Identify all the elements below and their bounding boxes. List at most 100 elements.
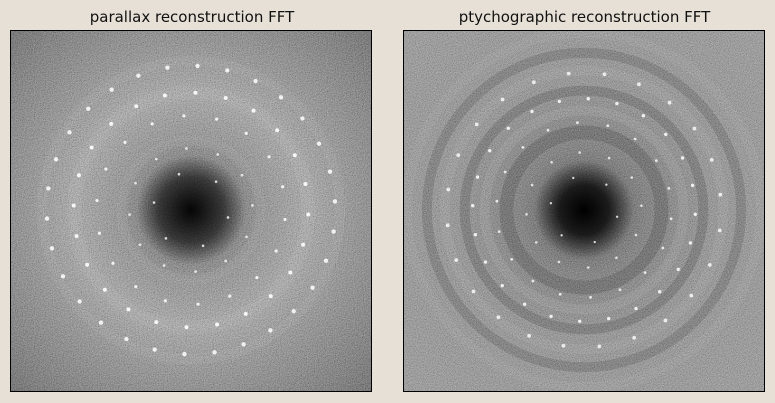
- diffraction-spot: [503, 170, 507, 174]
- diffraction-spot: [303, 181, 308, 186]
- diffraction-spot: [471, 289, 476, 294]
- diffraction-spot: [606, 316, 611, 321]
- diffraction-spot: [632, 335, 637, 340]
- diffraction-spot: [688, 241, 693, 245]
- diffraction-spot: [693, 212, 697, 216]
- diffraction-spot: [109, 121, 114, 126]
- diffraction-spot: [534, 241, 538, 244]
- diffraction-spot: [102, 287, 107, 292]
- diffraction-spot: [530, 109, 534, 114]
- diffraction-spot: [152, 201, 156, 204]
- diffraction-spot: [331, 229, 336, 234]
- diffraction-spot: [138, 243, 142, 247]
- diffraction-spot: [578, 151, 582, 154]
- diffraction-spot: [182, 114, 186, 118]
- diffraction-spot: [185, 147, 188, 150]
- diffraction-spot: [607, 156, 611, 160]
- diffraction-spot: [253, 78, 258, 84]
- diffraction-spot: [193, 90, 198, 95]
- diffraction-spot: [136, 73, 141, 78]
- diffraction-spot: [576, 121, 579, 125]
- diffraction-spot: [97, 231, 101, 235]
- diffraction-spot: [664, 132, 668, 137]
- diffraction-spot: [281, 185, 285, 189]
- diffraction-spot: [522, 302, 527, 306]
- diffraction-spot: [643, 271, 647, 275]
- diffraction-spot: [53, 157, 59, 162]
- diffraction-spot: [323, 258, 329, 263]
- diffraction-spot: [301, 242, 306, 247]
- diffraction-spot: [134, 285, 138, 289]
- diffraction-spot: [497, 230, 501, 233]
- diffraction-spot: [615, 256, 618, 260]
- diffraction-spot: [76, 173, 81, 178]
- diffraction-spot: [690, 183, 695, 188]
- diffraction-spot: [74, 234, 79, 239]
- diffraction-spot: [310, 285, 315, 290]
- diffraction-spot: [124, 336, 129, 342]
- diffraction-spot: [154, 320, 159, 325]
- diffraction-spot: [214, 180, 218, 183]
- diffraction-spot: [134, 104, 139, 109]
- diffraction-spot: [602, 72, 607, 77]
- diffraction-spot: [445, 223, 450, 228]
- diffraction-spot: [560, 234, 563, 237]
- diffraction-spot: [606, 124, 610, 128]
- diffraction-spot: [85, 262, 90, 267]
- diffraction-spot: [162, 93, 167, 98]
- diffraction-spot: [549, 202, 553, 205]
- diffraction-spot: [593, 240, 596, 244]
- diffraction-spot: [95, 198, 99, 203]
- diffraction-spot: [244, 131, 248, 135]
- diffraction-spot: [718, 192, 723, 197]
- diffraction-spot: [109, 87, 114, 92]
- diffraction-spot: [104, 167, 108, 171]
- diffraction-spot: [274, 249, 278, 253]
- diffraction-spot: [163, 299, 167, 303]
- diffraction-spot: [201, 244, 205, 248]
- diffraction-spot: [669, 217, 673, 221]
- diffraction-spot: [86, 106, 91, 111]
- diffraction-spot: [471, 204, 475, 208]
- diffraction-spot: [241, 342, 246, 347]
- diffraction-spot: [572, 176, 575, 180]
- diffraction-spot: [164, 237, 168, 240]
- diffraction-spot: [667, 100, 672, 105]
- diffraction-spot: [195, 63, 200, 69]
- diffraction-spot: [561, 343, 566, 348]
- diffraction-spot: [709, 157, 714, 162]
- diffraction-spot: [546, 128, 550, 132]
- diffraction-spot: [618, 288, 622, 292]
- diffraction-spot: [215, 322, 220, 327]
- diffraction-spot: [71, 203, 76, 208]
- diffraction-spot: [251, 204, 254, 207]
- diffraction-spot: [216, 153, 220, 156]
- diffraction-spot: [578, 319, 582, 323]
- diffraction-spot: [194, 270, 197, 273]
- diffraction-spot: [530, 183, 534, 187]
- diffraction-spot: [527, 333, 531, 338]
- diffraction-spot: [654, 159, 658, 163]
- diffraction-spot: [46, 186, 51, 191]
- diffraction-spot: [288, 270, 293, 275]
- diffraction-spot: [558, 292, 562, 296]
- diffraction-spot: [306, 212, 311, 217]
- diffraction-spot: [98, 320, 104, 325]
- diffraction-spot: [692, 126, 697, 131]
- diffraction-spot: [212, 350, 217, 355]
- diffraction-spot: [717, 228, 722, 233]
- diffraction-spot: [557, 99, 562, 104]
- parallax-fft-image: [10, 30, 372, 392]
- diffraction-spot: [615, 101, 619, 106]
- diffraction-spot: [275, 128, 280, 133]
- diffraction-spot: [663, 318, 668, 323]
- diffraction-spot: [637, 82, 641, 87]
- diffraction-spot: [549, 314, 553, 319]
- diffraction-spot: [525, 212, 528, 216]
- diffraction-spot: [245, 235, 248, 239]
- diffraction-spot: [182, 351, 187, 357]
- diffraction-spot: [474, 122, 479, 127]
- diffraction-spot: [500, 97, 505, 102]
- diffraction-spot: [327, 169, 333, 174]
- diffraction-spot: [456, 153, 461, 157]
